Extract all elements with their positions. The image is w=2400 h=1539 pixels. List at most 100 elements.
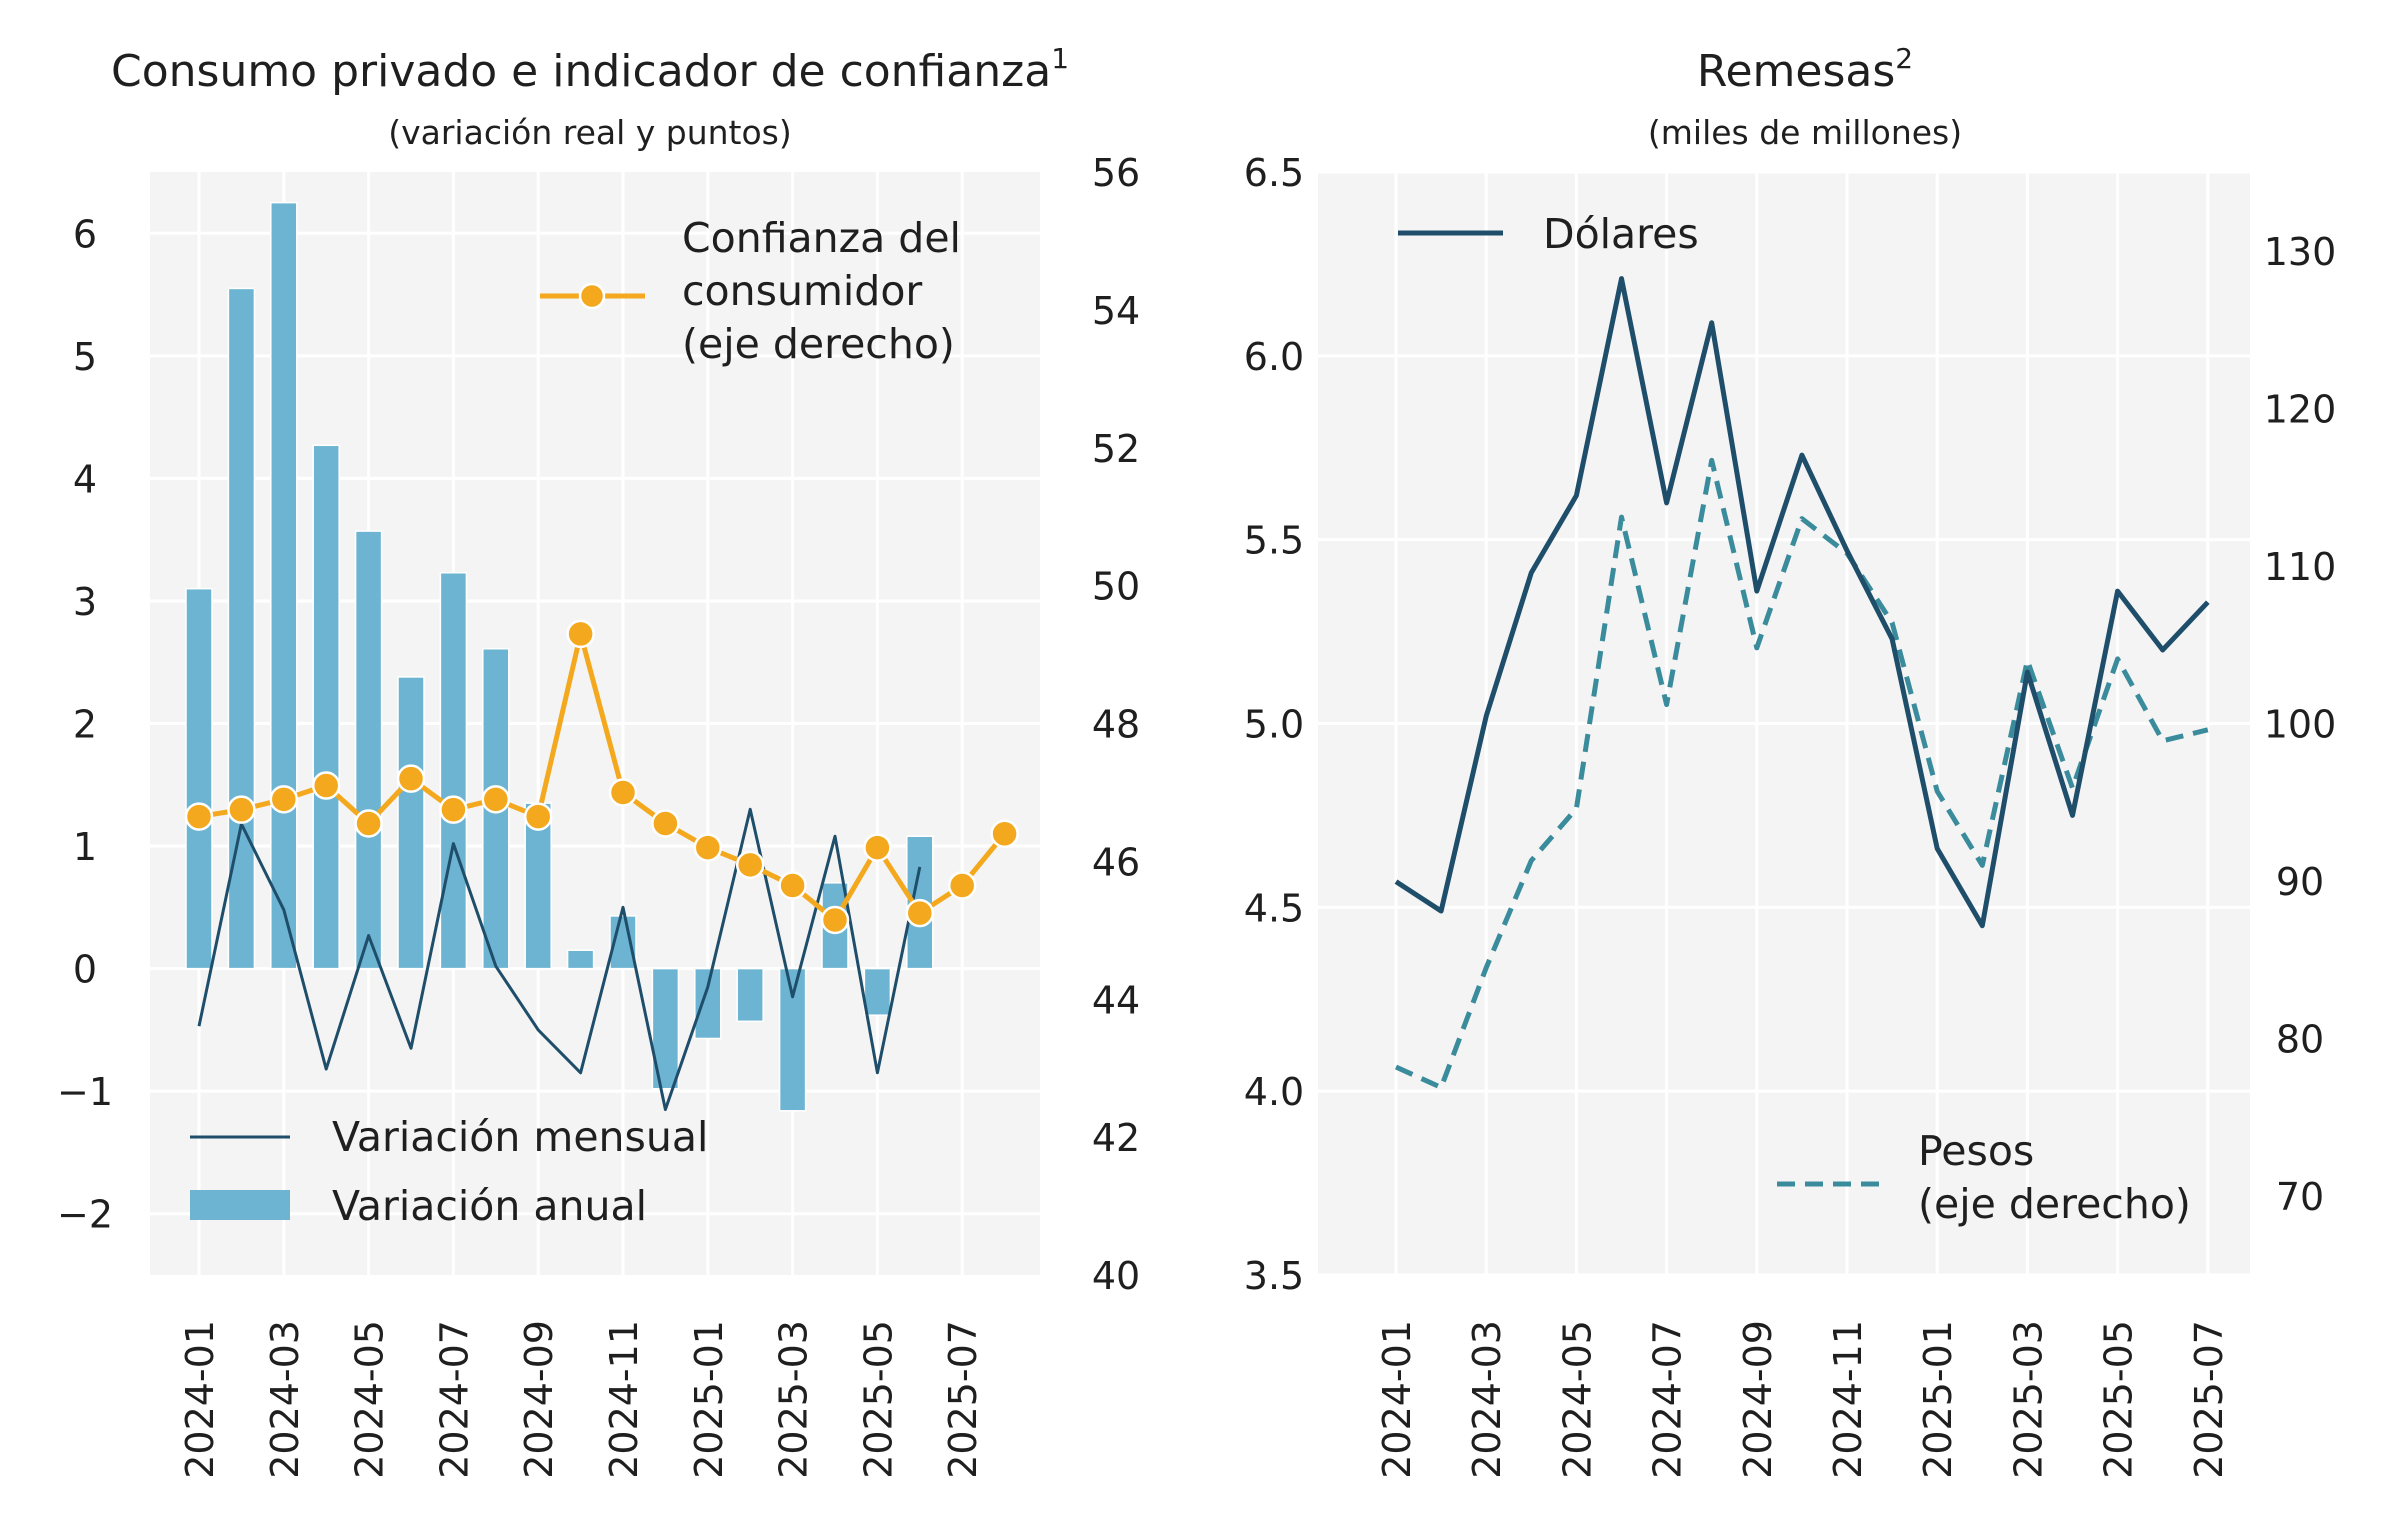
legend-anual-swatch — [190, 1190, 290, 1220]
y-left-tick-label: 4.5 — [1244, 886, 1304, 930]
legend-mensual-label: Variación mensual — [332, 1113, 708, 1161]
y-right-tick-label: 44 — [1092, 978, 1140, 1022]
y-right-tick-label: 46 — [1092, 840, 1140, 884]
y-right-tick-label: 42 — [1092, 1116, 1140, 1160]
x-tick-label: 2024-09 — [1736, 1320, 1780, 1479]
y-left-tick-label: 3 — [73, 580, 97, 624]
x-tick-label: 2025-05 — [856, 1320, 900, 1479]
remesas-chart: Remesas2 (miles de millones) 3.5 4.0 4.5 5.… — [1244, 42, 2336, 1479]
consumo-left-axis-ticks: −2 −1 0 1 2 3 4 5 6 — [57, 212, 113, 1236]
legend-pesos: Pesos (eje derecho) — [1777, 1127, 2191, 1228]
line-dolares — [1394, 276, 2210, 929]
y-left-tick-label: 3.5 — [1244, 1254, 1304, 1298]
point-confianza — [905, 898, 935, 928]
y-right-tick-label: 70 — [2276, 1175, 2324, 1219]
x-tick-label: 2024-01 — [178, 1320, 222, 1479]
y-left-tick-label: 5.0 — [1244, 703, 1304, 747]
point-confianza — [608, 778, 638, 807]
point-confianza — [651, 809, 680, 838]
y-right-tick-label: 40 — [1092, 1254, 1140, 1298]
y-right-tick-label: 130 — [2264, 230, 2337, 274]
y-left-tick-label: 0 — [73, 948, 97, 992]
x-tick-label: 2025-01 — [687, 1320, 731, 1479]
bar-variacion-anual — [270, 201, 298, 970]
legend-confianza-label-3: (eje derecho) — [682, 320, 955, 368]
y-left-tick-label: 4 — [73, 457, 97, 501]
y-right-tick-label: 52 — [1092, 427, 1140, 471]
point-confianza — [735, 850, 765, 880]
legend-confianza-marker — [578, 282, 606, 310]
consumo-chart-title: Consumo privado e indicador de confianza… — [111, 42, 1069, 97]
point-confianza — [947, 871, 977, 900]
y-left-tick-label: 1 — [73, 825, 97, 869]
bar-variacion-anual — [778, 967, 807, 1112]
point-confianza — [227, 795, 256, 824]
y-right-tick-label: 80 — [2276, 1018, 2324, 1062]
consumo-right-axis-ticks: 40 42 44 46 48 50 52 54 56 — [1092, 151, 1140, 1298]
point-confianza — [990, 819, 1019, 849]
legend-dolares-label: Dólares — [1543, 210, 1699, 258]
y-right-tick-label: 90 — [2276, 860, 2324, 904]
y-left-tick-label: 6.5 — [1244, 151, 1304, 195]
remesas-left-axis-ticks: 3.5 4.0 4.5 5.0 5.5 6.0 6.5 — [1244, 151, 1304, 1298]
legend-pesos-label-1: Pesos — [1918, 1127, 2034, 1175]
bar-variacion-anual — [397, 676, 425, 970]
bar-variacion-anual — [439, 572, 468, 970]
x-tick-label: 2024-11 — [1826, 1320, 1870, 1479]
y-left-tick-label: 5 — [73, 335, 97, 379]
consumo-lines — [184, 619, 1019, 1112]
legend-confianza: Confianza del consumidor (eje derecho) — [540, 214, 961, 368]
bar-variacion-anual — [694, 967, 722, 1040]
consumo-chart-subtitle: (variación real y puntos) — [388, 113, 792, 152]
legend-pesos-label-2: (eje derecho) — [1918, 1180, 2191, 1228]
bar-variacion-anual — [524, 802, 552, 970]
point-confianza — [354, 809, 383, 838]
remesas-lines — [1394, 276, 2210, 1090]
y-left-tick-label: 2 — [73, 703, 97, 747]
legend-confianza-label-1: Confianza del — [682, 214, 961, 262]
legend-confianza-label-2: consumidor — [682, 267, 922, 315]
bar-variacion-anual — [354, 530, 383, 970]
x-tick-label: 2025-03 — [2006, 1320, 2050, 1479]
bar-variacion-anual — [736, 967, 764, 1023]
x-tick-label: 2024-01 — [1375, 1320, 1419, 1479]
x-tick-label: 2024-03 — [263, 1320, 307, 1479]
remesas-right-axis-ticks: 70 80 90 100 110 120 130 — [2264, 230, 2337, 1219]
consumo-chart: Consumo privado e indicador de confianza… — [57, 42, 1140, 1479]
y-left-tick-label: 5.5 — [1244, 519, 1304, 563]
bar-variacion-anual — [863, 967, 892, 1016]
remesas-chart-title: Remesas2 — [1697, 42, 1913, 97]
y-right-tick-label: 54 — [1092, 289, 1140, 333]
point-confianza — [396, 764, 426, 793]
y-right-tick-label: 110 — [2264, 545, 2337, 589]
x-tick-label: 2025-03 — [772, 1320, 816, 1479]
y-left-tick-label: 4.0 — [1244, 1070, 1304, 1114]
line-variacion-mensual — [197, 807, 922, 1112]
legend-consumo-bottom: Variación mensual Variación anual — [190, 1113, 708, 1230]
y-right-tick-label: 100 — [2264, 703, 2337, 747]
y-right-tick-label: 48 — [1092, 703, 1140, 747]
x-tick-label: 2024-07 — [1646, 1320, 1690, 1479]
point-confianza — [863, 833, 892, 862]
legend-anual-label: Variación anual — [332, 1182, 647, 1230]
point-confianza — [269, 785, 299, 814]
x-tick-label: 2025-05 — [2097, 1320, 2141, 1479]
remesas-chart-subtitle: (miles de millones) — [1648, 113, 1962, 152]
remesas-x-axis-ticks: 2024-01 2024-03 2024-05 2024-07 2024-09 2024-… — [1375, 1320, 2231, 1479]
x-tick-label: 2024-09 — [517, 1320, 561, 1479]
y-left-tick-label: 6 — [73, 212, 97, 256]
consumo-x-axis-ticks: 2024-01 2024-03 2024-05 2024-07 2024-09 2024-… — [178, 1320, 985, 1479]
x-tick-label: 2024-03 — [1465, 1320, 1509, 1479]
bar-variacion-anual — [566, 949, 595, 970]
legend-dolares: Dólares — [1398, 210, 1699, 258]
x-tick-label: 2025-07 — [941, 1320, 985, 1479]
point-confianza — [184, 802, 214, 831]
point-confianza — [566, 619, 595, 649]
y-right-tick-label: 120 — [2264, 387, 2337, 431]
x-tick-label: 2024-11 — [602, 1320, 646, 1479]
y-left-tick-label: −2 — [57, 1193, 113, 1237]
bar-variacion-anual — [312, 444, 340, 970]
x-tick-label: 2024-07 — [432, 1320, 476, 1479]
point-confianza — [778, 871, 807, 900]
